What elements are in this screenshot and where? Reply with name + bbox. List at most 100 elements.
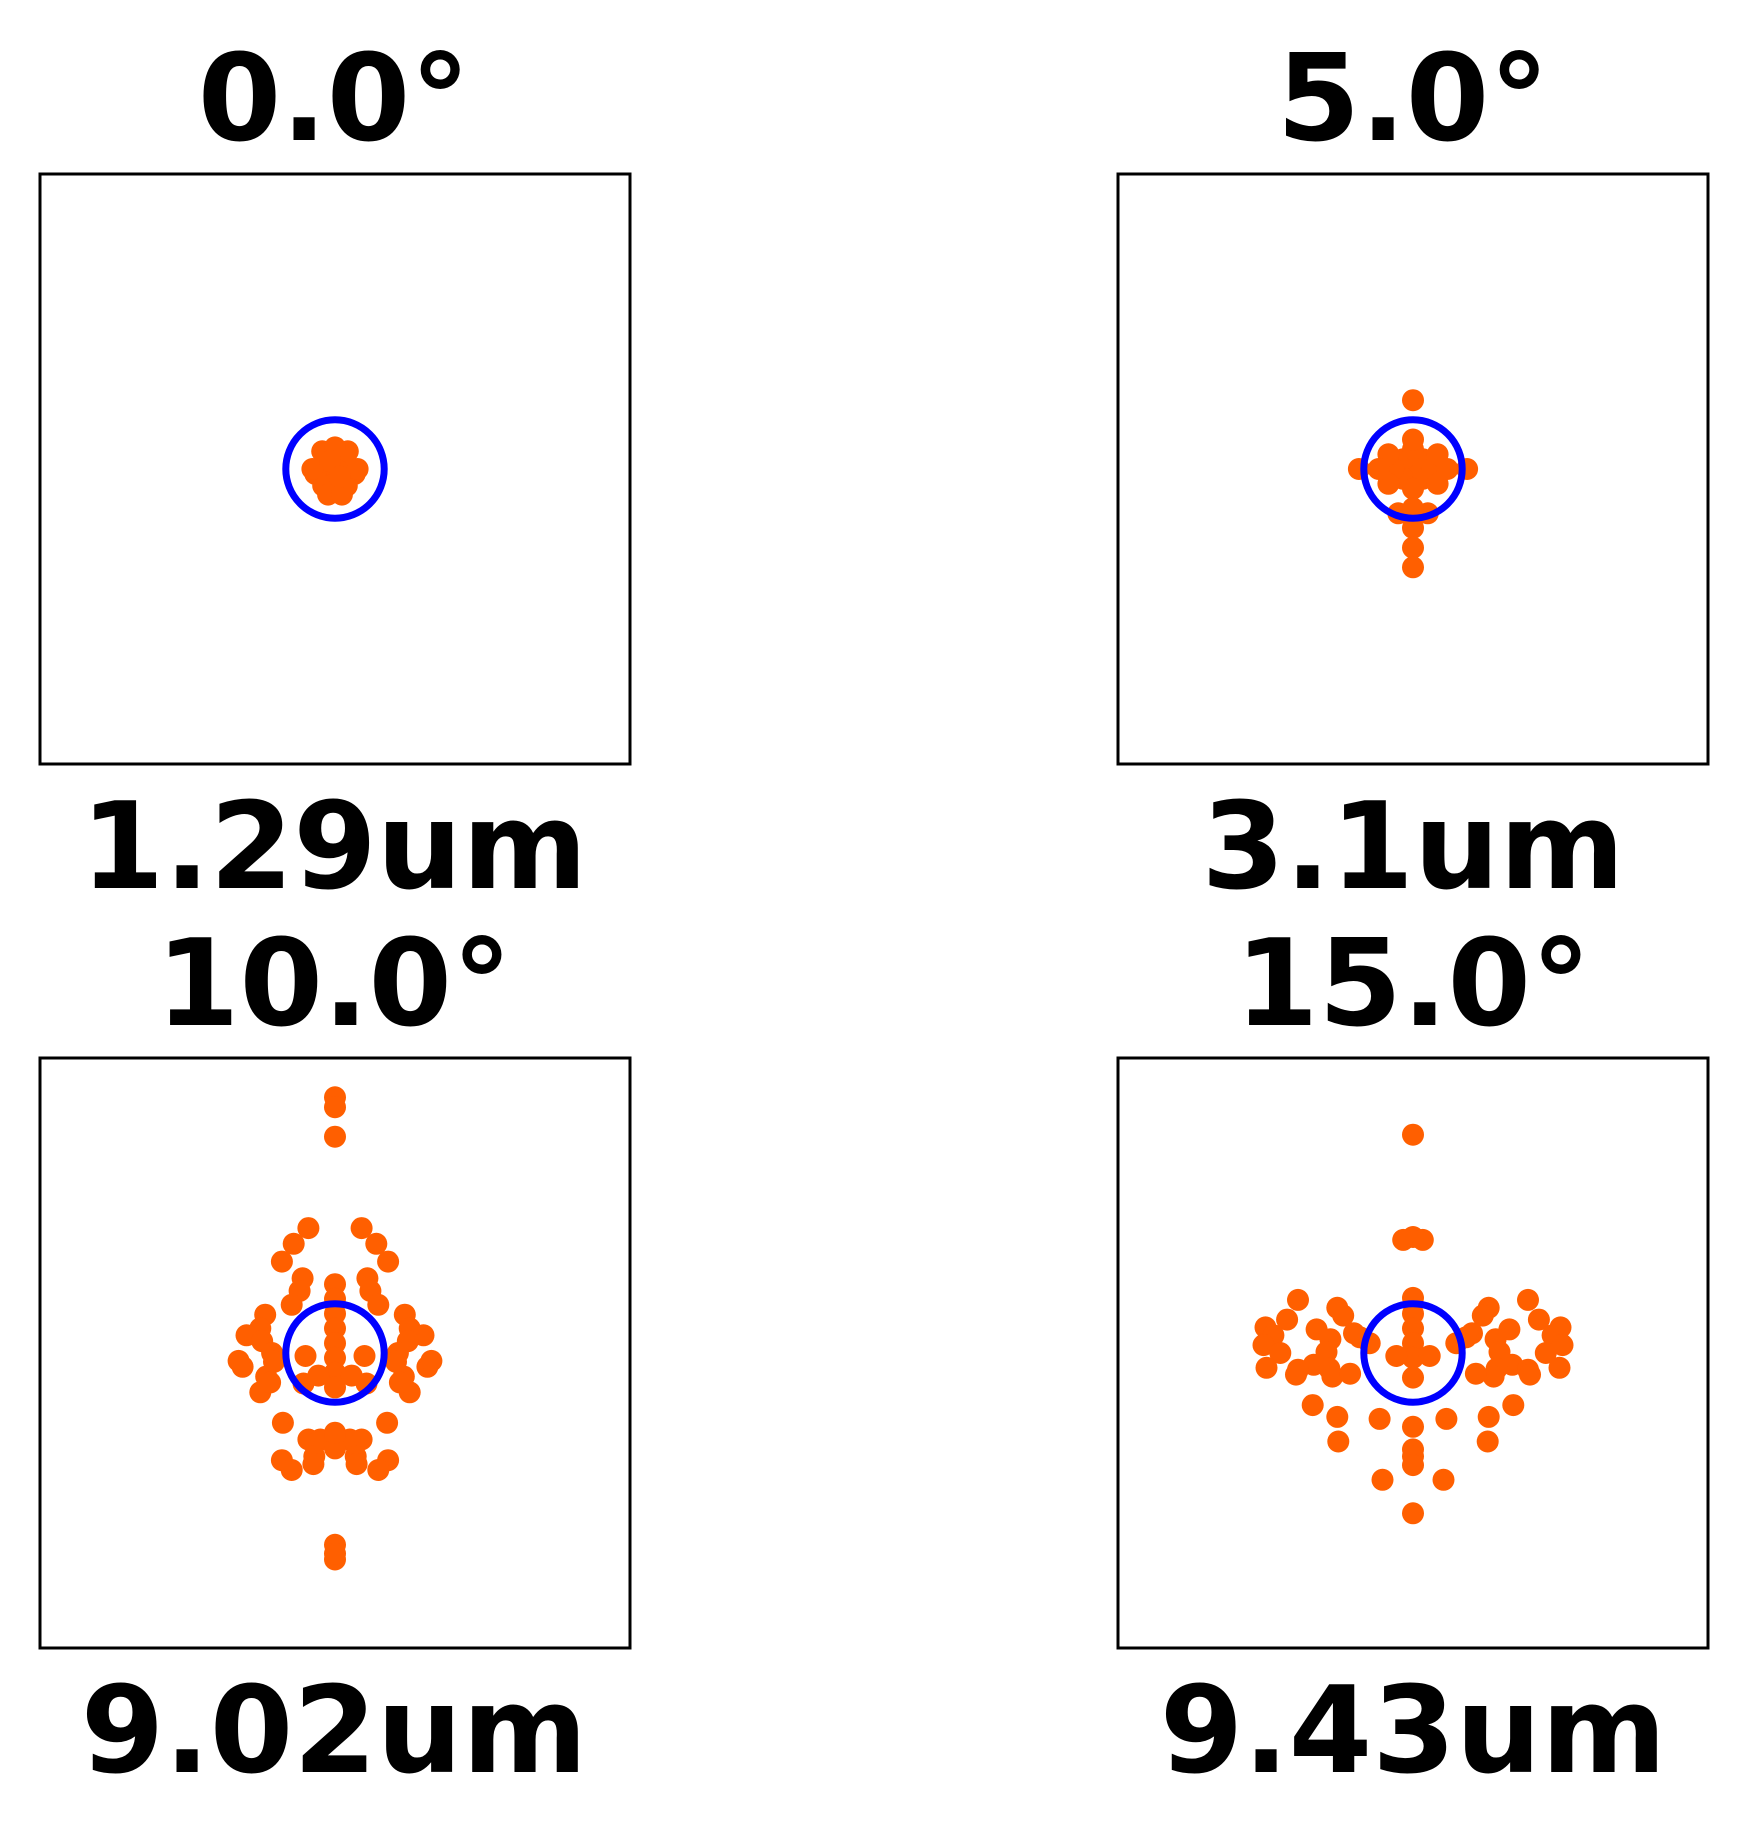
ray-point — [1392, 1228, 1415, 1251]
ray-point — [1402, 1454, 1424, 1477]
ray-point — [324, 1125, 346, 1148]
ray-point — [1327, 1430, 1350, 1453]
ray-point — [1471, 1304, 1494, 1327]
ray-point — [1402, 517, 1424, 539]
ray-point — [1402, 556, 1424, 579]
spot-panel-5deg: 5.0° 3.1um — [1116, 30, 1710, 917]
ray-point — [1402, 1123, 1424, 1146]
ray-point — [324, 1096, 346, 1119]
ray-point — [1371, 1468, 1394, 1491]
ray-point — [1339, 1362, 1362, 1385]
ray-point — [1402, 1502, 1424, 1525]
ray-point — [1368, 1407, 1391, 1430]
ray-point — [1287, 1288, 1309, 1311]
ray-point — [259, 1371, 282, 1394]
ray-point — [385, 1350, 407, 1373]
ray-point — [280, 1293, 303, 1316]
ray-point — [330, 483, 353, 506]
spot-panel-0deg: 0.0° 1.29um — [38, 30, 632, 917]
rms-radius-label: 9.02um — [81, 1662, 588, 1801]
ray-point — [302, 1453, 325, 1476]
ray-point — [280, 1459, 303, 1481]
ray-point — [1402, 1415, 1424, 1438]
panel-title: 0.0° — [198, 30, 471, 169]
ray-point — [1332, 1304, 1355, 1327]
ray-point — [1402, 477, 1424, 500]
panel-title: 10.0° — [156, 915, 512, 1054]
ray-point — [282, 1232, 305, 1255]
ray-point — [1502, 1394, 1525, 1417]
ray-point — [324, 1542, 346, 1565]
ray-point — [340, 1364, 363, 1387]
ray-point — [263, 1350, 285, 1373]
ray-point — [319, 450, 342, 473]
ray-point — [1402, 497, 1424, 520]
ray-point — [376, 1411, 399, 1434]
ray-point — [1482, 1365, 1505, 1388]
ray-point — [1252, 1334, 1275, 1357]
panel-title: 5.0° — [1277, 30, 1550, 169]
ray-point — [1519, 1363, 1541, 1386]
ray-point — [1402, 1366, 1424, 1389]
spot-panel-15deg: 15.0° 9.43um — [1116, 915, 1710, 1801]
ray-point — [1255, 1356, 1278, 1379]
ray-point — [1276, 1308, 1299, 1331]
ray-point — [1534, 1342, 1557, 1364]
ray-point — [1301, 1394, 1324, 1417]
ray-point — [1326, 1405, 1349, 1428]
ray-point — [1411, 1228, 1434, 1251]
ray-point — [346, 458, 369, 480]
ray-point — [324, 1376, 346, 1399]
ray-point — [345, 1453, 368, 1476]
ray-point — [420, 1349, 443, 1372]
ray-point — [1402, 389, 1424, 412]
rms-radius-label: 3.1um — [1201, 778, 1624, 917]
ray-point — [1269, 1342, 1292, 1364]
airy-disk-circle — [282, 416, 388, 522]
airy-disk-circle — [282, 1300, 388, 1406]
ray-point — [1551, 1334, 1574, 1357]
ray-point — [367, 1293, 390, 1316]
rms-radius-label: 1.29um — [81, 778, 588, 917]
ray-point — [1477, 1405, 1500, 1428]
spot-points — [301, 436, 369, 506]
ray-point — [297, 1217, 320, 1240]
ray-point — [1435, 1407, 1458, 1430]
ray-point — [1464, 1362, 1487, 1385]
ray-point — [1436, 458, 1459, 480]
ray-point — [1432, 1468, 1455, 1491]
ray-point — [1402, 1346, 1424, 1369]
ray-point — [1321, 1365, 1344, 1388]
ray-point — [328, 465, 351, 488]
airy-disk-circle — [1360, 1300, 1466, 1406]
ray-point — [271, 1411, 294, 1434]
rms-radius-label: 9.43um — [1160, 1662, 1667, 1801]
ray-point — [1517, 1288, 1539, 1311]
ray-point — [1402, 536, 1424, 559]
spot-panel-10deg: 10.0° 9.02um — [38, 915, 632, 1801]
ray-point — [270, 1250, 293, 1273]
airy-disk-circle — [1360, 416, 1466, 522]
ray-point — [1418, 1345, 1441, 1367]
ray-point — [307, 1364, 330, 1387]
ray-point — [350, 1217, 373, 1240]
ray-point — [353, 1345, 376, 1367]
ray-point — [1367, 458, 1390, 480]
ray-point — [1285, 1363, 1307, 1386]
ray-point — [388, 1371, 411, 1394]
ray-point — [294, 1345, 317, 1367]
ray-point — [1402, 428, 1424, 451]
ray-point — [1527, 1308, 1550, 1331]
ray-point — [365, 1232, 388, 1255]
ray-point — [1548, 1356, 1571, 1379]
ray-point — [324, 1437, 346, 1460]
ray-point — [367, 1459, 390, 1481]
ray-point — [301, 458, 324, 480]
ray-point — [324, 1421, 346, 1444]
ray-point — [377, 1250, 400, 1273]
ray-point — [1385, 1345, 1408, 1367]
ray-point — [227, 1349, 250, 1372]
ray-point — [1476, 1430, 1499, 1453]
spot-points — [227, 1086, 443, 1571]
